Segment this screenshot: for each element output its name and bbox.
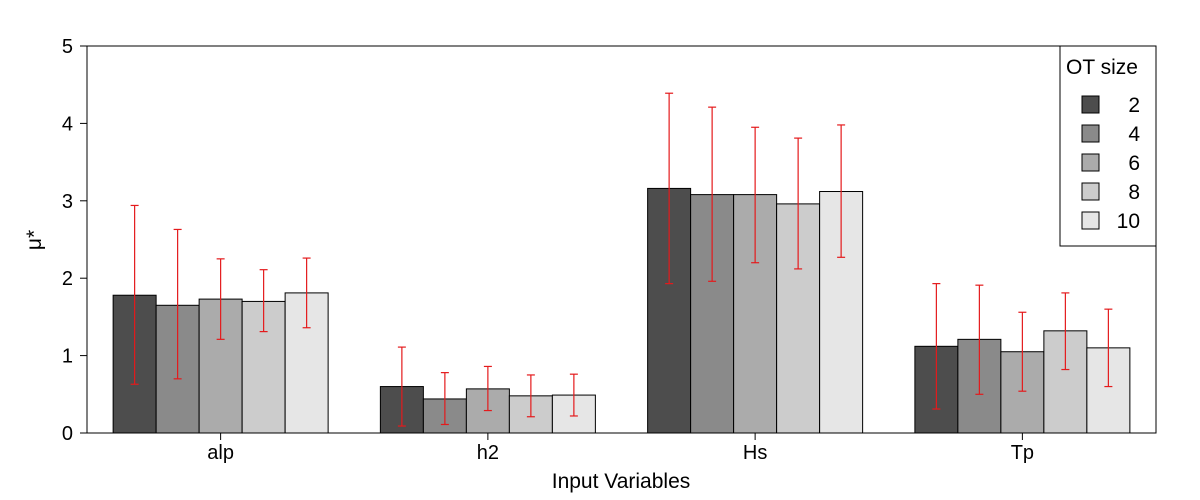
legend-label: 6 [1128,152,1140,175]
error-bars-layer [130,92,1113,427]
bars-layer [112,187,1131,434]
legend-swatch [1081,182,1100,201]
legend-label: 8 [1128,181,1140,204]
legend-swatch [1081,153,1100,172]
y-axis: 0 1 2 3 4 5 [62,36,87,445]
legend-swatch [1081,124,1100,143]
legend-label: 2 [1128,94,1140,117]
legend-items: 2 4 6 8 10 [1081,94,1140,233]
legend-box [1059,45,1157,247]
legend-swatch [1081,211,1100,230]
legend-swatch [1081,95,1100,114]
y-tick-label: 4 [62,113,73,135]
y-axis-title: μ* [23,230,46,250]
y-tick-label: 3 [62,191,73,213]
x-axis-title: Input Variables [552,470,691,493]
y-tick-label: 2 [62,268,73,290]
legend-title: OT size [1066,56,1138,79]
legend-label: 4 [1128,123,1140,146]
x-tick-label: h2 [477,442,499,464]
x-tick-label: Tp [1011,442,1034,464]
legend-label: 10 [1117,210,1140,233]
x-tick-label: Hs [743,442,767,464]
x-axis: alp h2 Hs Tp [207,433,1034,464]
x-tick-label: alp [207,442,234,464]
y-tick-label: 1 [62,346,73,368]
y-tick-label: 0 [62,423,73,445]
legend: OT size 2 4 6 8 10 [1059,45,1157,247]
y-tick-label: 5 [62,36,73,58]
